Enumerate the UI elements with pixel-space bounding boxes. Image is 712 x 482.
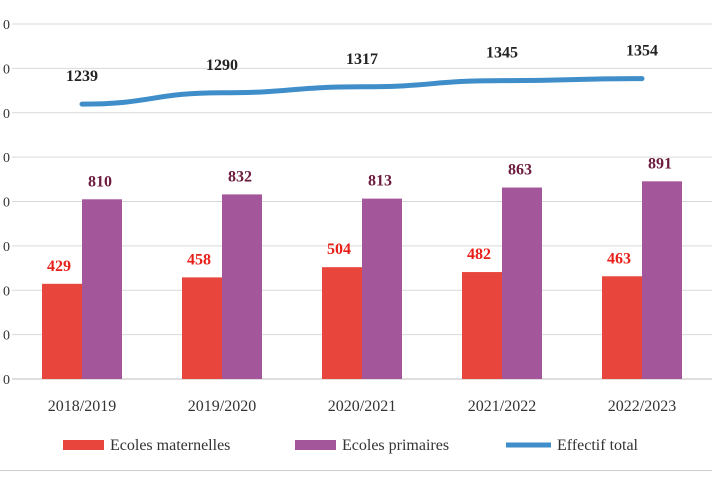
bar-primaires bbox=[362, 198, 402, 379]
x-tick-label: 2019/2020 bbox=[188, 398, 256, 415]
bar-maternelles bbox=[462, 272, 502, 379]
y-tick-label: 0 bbox=[3, 240, 10, 255]
bar-maternelles bbox=[182, 277, 222, 379]
bar-value-label: 891 bbox=[648, 155, 672, 172]
legend-primaires-label: Ecoles primaires bbox=[342, 437, 449, 454]
y-tick-label: 0 bbox=[3, 18, 10, 33]
bar-primaires bbox=[642, 181, 682, 379]
bar-maternelles bbox=[42, 283, 82, 379]
line-value-label: 1345 bbox=[486, 45, 518, 62]
y-tick-label: 0 bbox=[3, 196, 10, 211]
bar-primaires bbox=[82, 199, 122, 379]
bar-maternelles bbox=[322, 267, 362, 379]
bar-primaires bbox=[502, 187, 542, 379]
bar-value-label: 832 bbox=[228, 168, 252, 185]
bar-maternelles bbox=[602, 276, 642, 379]
bar-value-label: 810 bbox=[88, 173, 112, 190]
legend-effectif-total-label: Effectif total bbox=[557, 437, 639, 454]
y-tick-label: 0 bbox=[3, 107, 10, 122]
y-tick-label: 0 bbox=[3, 284, 10, 299]
x-tick-label: 2022/2023 bbox=[608, 398, 676, 415]
line-value-label: 1239 bbox=[66, 68, 98, 85]
line-value-label: 1354 bbox=[626, 43, 658, 60]
line-effectif-total bbox=[79, 76, 645, 107]
x-tick-label: 2020/2021 bbox=[328, 398, 396, 415]
bar-value-label: 813 bbox=[368, 173, 392, 190]
legend-maternelles-swatch bbox=[63, 440, 104, 450]
bottom-rule bbox=[0, 470, 712, 471]
y-tick-label: 0 bbox=[3, 151, 10, 166]
bar-value-label: 863 bbox=[508, 162, 532, 179]
bar-primaires bbox=[222, 194, 262, 379]
y-tick-label: 0 bbox=[3, 62, 10, 77]
legend-primaires-swatch bbox=[295, 440, 336, 450]
bar-value-label: 504 bbox=[327, 241, 351, 258]
bar-value-label: 429 bbox=[47, 258, 71, 275]
x-tick-label: 2021/2022 bbox=[468, 398, 536, 415]
y-tick-label: 0 bbox=[3, 329, 10, 344]
line-value-label: 1290 bbox=[206, 57, 238, 74]
legend-maternelles-label: Ecoles maternelles bbox=[110, 437, 230, 454]
bar-value-label: 482 bbox=[467, 246, 491, 263]
line-value-label: 1317 bbox=[346, 51, 378, 68]
x-tick-label: 2018/2019 bbox=[48, 398, 116, 415]
y-tick-label: 0 bbox=[3, 373, 10, 388]
bar-value-label: 463 bbox=[607, 250, 631, 267]
bar-value-label: 458 bbox=[187, 251, 211, 268]
